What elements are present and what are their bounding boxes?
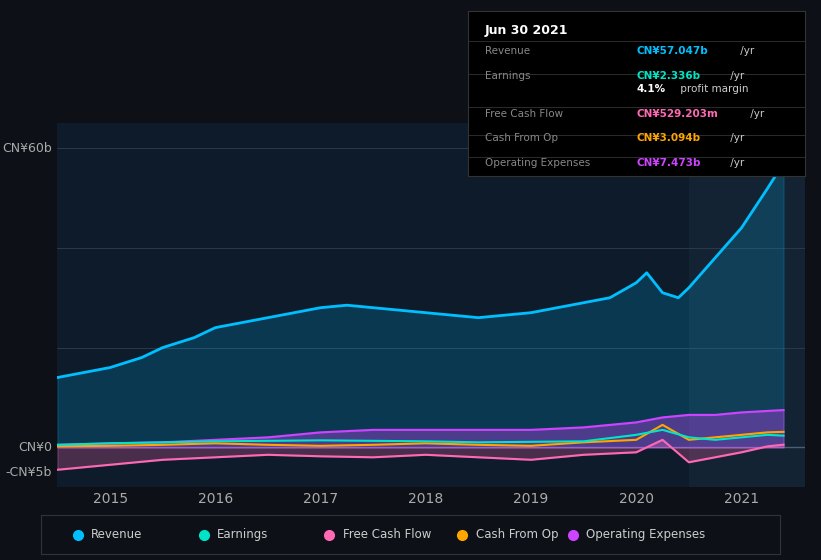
Text: /yr: /yr bbox=[737, 46, 754, 56]
Text: profit margin: profit margin bbox=[677, 84, 748, 94]
Text: -CN¥5b: -CN¥5b bbox=[6, 466, 53, 479]
Text: /yr: /yr bbox=[727, 133, 745, 143]
Text: CN¥3.094b: CN¥3.094b bbox=[636, 133, 700, 143]
Text: CN¥7.473b: CN¥7.473b bbox=[636, 158, 701, 168]
Text: Cash From Op: Cash From Op bbox=[484, 133, 557, 143]
Text: /yr: /yr bbox=[727, 158, 745, 168]
Text: Earnings: Earnings bbox=[484, 71, 530, 81]
Text: /yr: /yr bbox=[727, 71, 745, 81]
Text: CN¥2.336b: CN¥2.336b bbox=[636, 71, 700, 81]
Text: CN¥60b: CN¥60b bbox=[2, 142, 53, 155]
Text: Revenue: Revenue bbox=[484, 46, 530, 56]
Text: CN¥57.047b: CN¥57.047b bbox=[636, 46, 708, 56]
Bar bbox=[689, 123, 805, 487]
Text: Jun 30 2021: Jun 30 2021 bbox=[484, 25, 568, 38]
Text: Earnings: Earnings bbox=[217, 528, 268, 542]
Text: Free Cash Flow: Free Cash Flow bbox=[342, 528, 431, 542]
Text: Operating Expenses: Operating Expenses bbox=[484, 158, 590, 168]
Text: CN¥529.203m: CN¥529.203m bbox=[636, 109, 718, 119]
Text: Operating Expenses: Operating Expenses bbox=[586, 528, 705, 542]
Text: /yr: /yr bbox=[747, 109, 764, 119]
Text: CN¥0: CN¥0 bbox=[18, 441, 53, 454]
Text: Cash From Op: Cash From Op bbox=[475, 528, 558, 542]
Text: Free Cash Flow: Free Cash Flow bbox=[484, 109, 563, 119]
Text: Revenue: Revenue bbox=[91, 528, 143, 542]
Text: 4.1%: 4.1% bbox=[636, 84, 665, 94]
